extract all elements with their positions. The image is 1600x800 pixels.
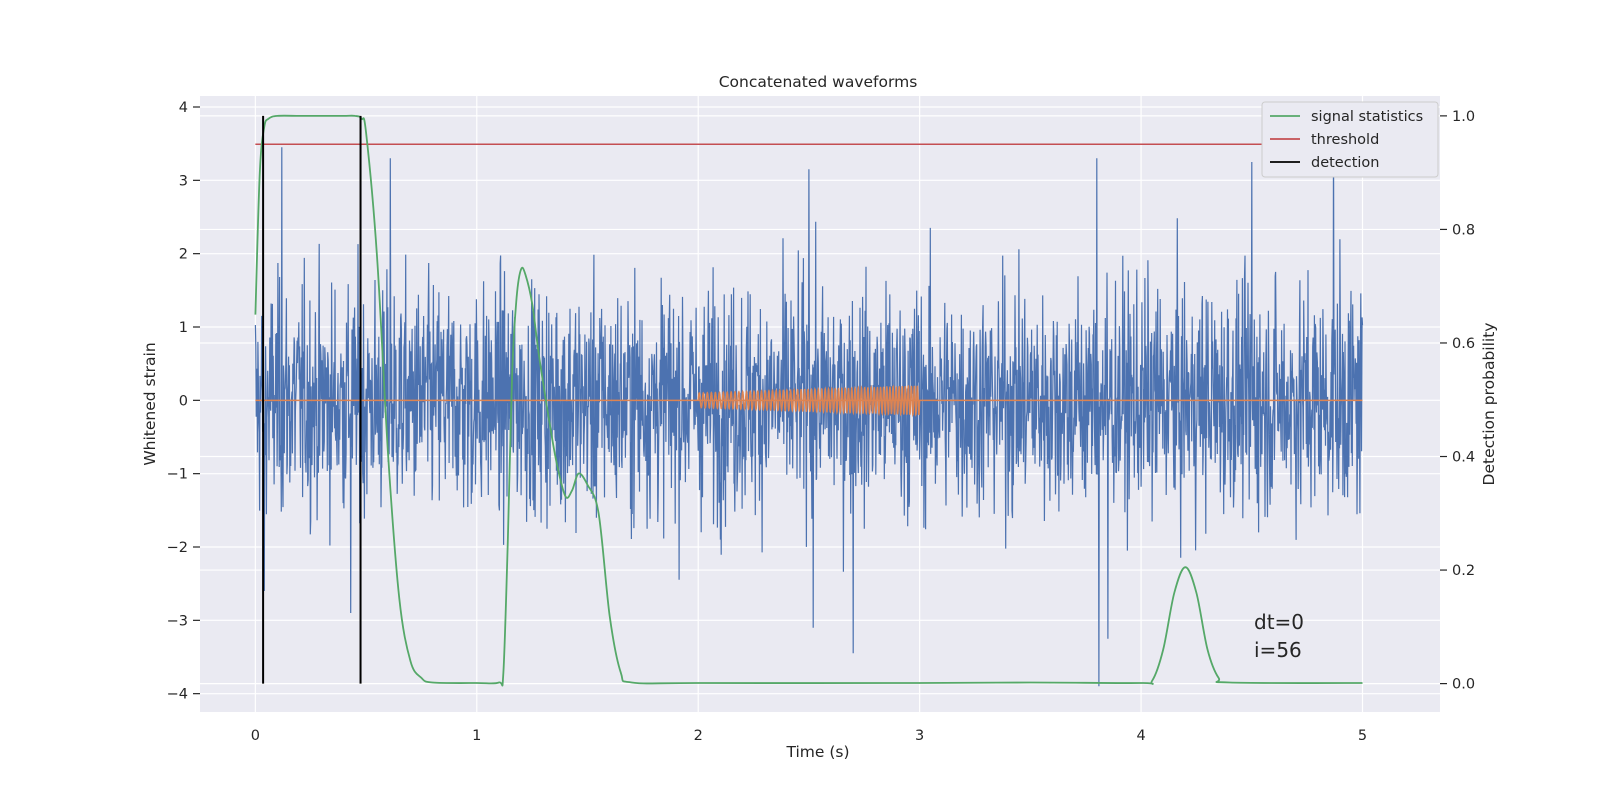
legend-entry-signal-statistics: signal statistics xyxy=(1270,109,1423,125)
legend-label-signal-statistics: signal statistics xyxy=(1311,109,1423,125)
y-tick-label: −2 xyxy=(167,540,188,556)
y-tick-label: 4 xyxy=(179,100,188,116)
legend-entry-threshold: threshold xyxy=(1270,132,1379,148)
x-tick-label: 1 xyxy=(472,728,481,744)
x-tick-label: 0 xyxy=(251,728,260,744)
x-ticks: 0 1 2 3 4 5 xyxy=(251,728,1367,744)
plot-series xyxy=(254,114,1364,687)
y2-tick-label: 1.0 xyxy=(1452,109,1475,125)
x-tick-label: 3 xyxy=(915,728,924,744)
x-tick-label: 5 xyxy=(1358,728,1367,744)
annotation-dt: dt=0 xyxy=(1254,610,1304,634)
legend-box xyxy=(1261,101,1439,178)
y2-ticks: 0.0 0.2 0.4 0.6 0.8 1.0 xyxy=(1440,109,1475,693)
y-tick-label: −3 xyxy=(167,613,188,629)
y2-axis-title: Detection probability xyxy=(1480,323,1498,486)
x-axis-title: Time (s) xyxy=(785,743,849,761)
y2-tick-label: 0.8 xyxy=(1452,222,1475,238)
y-tick-label: 0 xyxy=(179,393,188,409)
y2-tick-label: 0.4 xyxy=(1452,450,1475,466)
y2-tick-label: 0.0 xyxy=(1452,677,1475,693)
y2-tick-label: 0.2 xyxy=(1452,563,1475,579)
y-ticks: −4 −3 −2 −1 0 1 2 3 4 xyxy=(167,100,200,703)
legend-label-threshold: threshold xyxy=(1311,132,1379,148)
annotation-i: i=56 xyxy=(1254,638,1302,662)
legend-entry-detection: detection xyxy=(1270,155,1379,171)
y-tick-label: 2 xyxy=(179,247,188,263)
template-chirp-line xyxy=(697,384,921,418)
x-tick-label: 2 xyxy=(694,728,703,744)
y-axis-title: Whitened strain xyxy=(141,342,159,465)
legend-label-detection: detection xyxy=(1311,155,1379,171)
y-tick-label: −1 xyxy=(167,467,188,483)
y-tick-label: −4 xyxy=(167,687,188,703)
y-tick-label: 1 xyxy=(179,320,188,336)
y-tick-label: 3 xyxy=(179,173,188,189)
y2-tick-label: 0.6 xyxy=(1452,336,1475,352)
annotation: dt=0 i=56 xyxy=(1254,610,1304,662)
legend: signal statistics threshold detection xyxy=(1261,101,1439,178)
x-tick-label: 4 xyxy=(1136,728,1145,744)
chart-title: Concatenated waveforms xyxy=(719,73,918,91)
strain-series-line xyxy=(254,125,1364,687)
